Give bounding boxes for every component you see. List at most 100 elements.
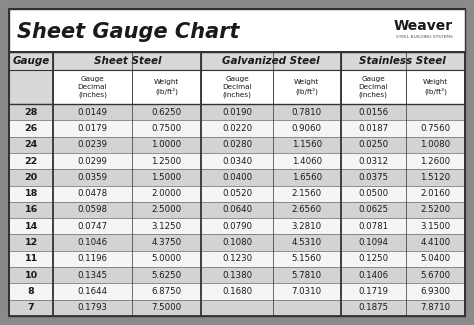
Text: 2.1560: 2.1560: [292, 189, 322, 198]
Text: 0.0747: 0.0747: [77, 222, 108, 231]
Text: 0.0478: 0.0478: [77, 189, 108, 198]
Text: 8: 8: [28, 287, 35, 296]
Text: 0.7810: 0.7810: [292, 108, 322, 117]
Text: 0.0790: 0.0790: [222, 222, 252, 231]
Bar: [9, 251, 465, 267]
Bar: [9, 52, 53, 104]
Text: 1.0000: 1.0000: [152, 140, 182, 149]
Text: 0.0375: 0.0375: [358, 173, 388, 182]
Text: Sheet Steel: Sheet Steel: [93, 56, 161, 66]
Text: 0.1680: 0.1680: [222, 287, 252, 296]
Text: 2.5000: 2.5000: [152, 205, 182, 214]
Bar: [340, 70, 406, 104]
Text: Gauge: Gauge: [12, 56, 50, 66]
Bar: [9, 202, 465, 218]
Text: 0.0280: 0.0280: [222, 140, 252, 149]
Text: 4.4100: 4.4100: [420, 238, 450, 247]
Text: 0.0190: 0.0190: [222, 108, 252, 117]
Text: 0.0156: 0.0156: [358, 108, 388, 117]
Text: 0.0179: 0.0179: [77, 124, 108, 133]
Text: 0.0299: 0.0299: [78, 157, 108, 165]
Text: 0.0640: 0.0640: [222, 205, 252, 214]
Text: Weight
(lb/ft²): Weight (lb/ft²): [423, 79, 448, 95]
Text: 0.1250: 0.1250: [358, 254, 388, 264]
Text: 5.0400: 5.0400: [420, 254, 450, 264]
Text: 0.1719: 0.1719: [358, 287, 388, 296]
Text: 18: 18: [25, 189, 38, 198]
Text: 0.0500: 0.0500: [358, 189, 388, 198]
Text: 0.0250: 0.0250: [358, 140, 388, 149]
Text: 11: 11: [25, 254, 38, 264]
Text: 0.0220: 0.0220: [222, 124, 252, 133]
Text: 0.1094: 0.1094: [358, 238, 388, 247]
Text: 2.6560: 2.6560: [292, 205, 322, 214]
Text: 4.5310: 4.5310: [292, 238, 322, 247]
Text: Weight
(lb/ft²): Weight (lb/ft²): [294, 79, 319, 95]
Bar: [9, 120, 465, 136]
Bar: [53, 70, 132, 104]
Text: 0.1345: 0.1345: [77, 271, 108, 280]
Text: 0.0520: 0.0520: [222, 189, 252, 198]
Text: 2.0160: 2.0160: [420, 189, 450, 198]
Bar: [9, 300, 465, 316]
Text: 1.6560: 1.6560: [292, 173, 322, 182]
Bar: [9, 169, 465, 186]
Bar: [201, 70, 273, 104]
Text: 12: 12: [25, 238, 38, 247]
Text: 5.6250: 5.6250: [152, 271, 182, 280]
Text: 7.5000: 7.5000: [152, 303, 182, 312]
Bar: [273, 70, 340, 104]
Bar: [201, 52, 340, 70]
Text: 0.1875: 0.1875: [358, 303, 388, 312]
Bar: [53, 52, 201, 70]
Text: 1.2600: 1.2600: [420, 157, 450, 165]
Text: Gauge
Decimal
(inches): Gauge Decimal (inches): [358, 76, 388, 98]
Bar: [9, 267, 465, 283]
Text: 6.9300: 6.9300: [420, 287, 450, 296]
Bar: [132, 70, 201, 104]
Text: 5.7810: 5.7810: [292, 271, 322, 280]
Text: 10: 10: [25, 271, 37, 280]
Text: Sheet Gauge Chart: Sheet Gauge Chart: [17, 21, 239, 42]
Text: 7.0310: 7.0310: [292, 287, 322, 296]
Text: 1.5120: 1.5120: [420, 173, 450, 182]
Bar: [9, 9, 465, 52]
Bar: [9, 234, 465, 251]
Text: 1.4060: 1.4060: [292, 157, 322, 165]
Text: 1.2500: 1.2500: [152, 157, 182, 165]
Text: 0.1793: 0.1793: [77, 303, 108, 312]
Text: 0.1380: 0.1380: [222, 271, 252, 280]
Text: 0.7500: 0.7500: [152, 124, 182, 133]
Text: 24: 24: [25, 140, 38, 149]
Text: 16: 16: [25, 205, 38, 214]
Text: 0.0187: 0.0187: [358, 124, 388, 133]
Bar: [9, 218, 465, 234]
Text: Galvanized Steel: Galvanized Steel: [222, 56, 320, 66]
Bar: [406, 70, 465, 104]
Bar: [9, 104, 465, 120]
Bar: [9, 283, 465, 300]
Bar: [340, 52, 465, 70]
Text: 1.5000: 1.5000: [152, 173, 182, 182]
Text: 0.0340: 0.0340: [222, 157, 252, 165]
Text: 0.0359: 0.0359: [77, 173, 108, 182]
Bar: [9, 136, 465, 153]
Text: 1.0080: 1.0080: [420, 140, 450, 149]
Text: 5.6700: 5.6700: [420, 271, 450, 280]
Bar: [9, 153, 465, 169]
Text: 6.8750: 6.8750: [152, 287, 182, 296]
Text: 3.1500: 3.1500: [420, 222, 450, 231]
Text: 5.1560: 5.1560: [292, 254, 322, 264]
Text: 3.2810: 3.2810: [292, 222, 322, 231]
Text: 20: 20: [25, 173, 37, 182]
Text: 14: 14: [25, 222, 38, 231]
Text: 0.0312: 0.0312: [358, 157, 388, 165]
Text: 4.3750: 4.3750: [152, 238, 182, 247]
Text: 0.6250: 0.6250: [152, 108, 182, 117]
Text: STEEL BUILDING SYSTEMS: STEEL BUILDING SYSTEMS: [396, 35, 453, 40]
Text: 26: 26: [25, 124, 38, 133]
Text: 0.9060: 0.9060: [292, 124, 322, 133]
Bar: [9, 52, 465, 316]
Text: 7.8710: 7.8710: [420, 303, 450, 312]
Text: 0.0781: 0.0781: [358, 222, 388, 231]
